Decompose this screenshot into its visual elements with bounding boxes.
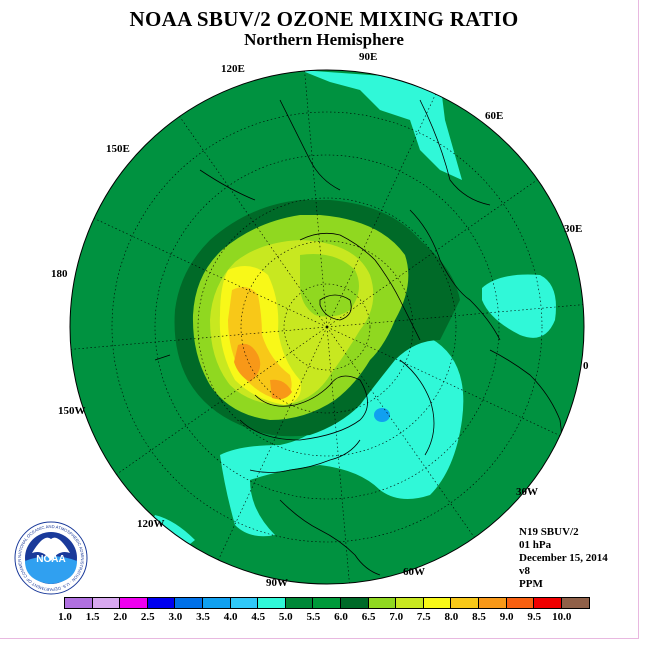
colorbar-swatch — [147, 598, 176, 608]
meta-date: December 15, 2014 — [519, 552, 608, 564]
noaa-logo: NOAA NATIONAL OCEANIC AND ATMOSPHERIC AD… — [14, 521, 88, 595]
map-subtitle: Northern Hemisphere — [244, 30, 404, 49]
lon-label-120e: 120E — [221, 63, 245, 75]
colorbar-swatch — [451, 598, 479, 608]
colorbar-swatch — [258, 598, 286, 608]
colorbar-tick-label: 3.5 — [196, 611, 210, 623]
colorbar-tick-label: 2.5 — [140, 611, 155, 623]
meridian-line — [304, 70, 328, 328]
meridian-line — [70, 326, 328, 350]
map-disc — [70, 70, 584, 584]
meta-version: v8 — [519, 565, 530, 577]
orange-zone — [234, 343, 261, 382]
lon-label-0: 0 — [583, 360, 589, 372]
lon-label-30w: 30W — [516, 486, 538, 498]
lon-label-90w: 90W — [266, 577, 288, 589]
lon-label-120w: 120W — [137, 518, 165, 530]
colorbar-tick-label: 5.5 — [306, 611, 321, 623]
meta-satellite: N19 SBUV/2 — [519, 526, 579, 538]
colorbar-tick-label: 6.0 — [334, 611, 348, 623]
latitude-circles — [111, 111, 543, 543]
colorbar-swatch — [340, 598, 369, 608]
lon-label-150w: 150W — [58, 405, 86, 417]
colorbar-swatch — [285, 598, 314, 608]
colorbar-tick-label: 8.5 — [472, 611, 486, 623]
colorbar-swatch — [478, 598, 507, 608]
page-frame — [0, 0, 639, 639]
colorbar-tick-label: 1.0 — [58, 611, 72, 623]
colorbar-swatch — [534, 598, 562, 608]
colorbar-tick-label: 2.0 — [113, 611, 128, 623]
meridian-line — [326, 326, 475, 538]
colorbar-tick-label: 1.5 — [85, 611, 100, 623]
meridian-line — [326, 304, 584, 328]
colorbar-swatch — [230, 598, 259, 608]
meridian-line — [326, 326, 561, 436]
colorbar-swatch — [506, 598, 535, 608]
cyan-region-east — [482, 274, 556, 338]
colorbar-tick-label: 9.5 — [527, 611, 542, 623]
colorbar — [64, 597, 591, 609]
lon-label-90e: 90E — [359, 51, 378, 63]
map-title: NOAA SBUV/2 OZONE MIXING RATIO — [129, 7, 519, 31]
cyan-region-north — [300, 70, 462, 180]
logo-text: NOAA — [36, 554, 65, 565]
orange-zone-2 — [270, 379, 292, 400]
meridian-line — [326, 93, 436, 328]
colorbar-tick-label: 7.5 — [416, 611, 431, 623]
map-metadata: N19 SBUV/2 01 hPa December 15, 2014 v8 P… — [519, 526, 608, 591]
colorbar-tick-label: 5.0 — [278, 611, 293, 623]
green-core — [300, 254, 359, 317]
lon-label-30e: 30E — [564, 223, 583, 235]
meta-units: PPM — [519, 578, 543, 590]
lon-label-60e: 60E — [485, 110, 504, 122]
meridian-line — [93, 218, 328, 328]
colorbar-swatch — [368, 598, 397, 608]
colorbar-swatch — [396, 598, 424, 608]
lon-label-180: 180 — [51, 268, 68, 280]
colorbar-swatch — [423, 598, 452, 608]
meridian-line — [326, 179, 538, 328]
colorbar-swatch — [561, 598, 590, 608]
lon-label-150e: 150E — [106, 143, 130, 155]
lon-label-60w: 60W — [403, 566, 425, 578]
colorbar-tick-label: 8.0 — [444, 611, 459, 623]
meridian-line — [179, 116, 328, 328]
colorbar-swatch — [65, 598, 93, 608]
colorbar-swatch — [202, 598, 231, 608]
colorbar-swatch — [175, 598, 203, 608]
colorbar-tick-label: 7.0 — [389, 611, 404, 623]
meta-level: 01 hPa — [519, 539, 552, 551]
colorbar-tick-label: 9.0 — [499, 611, 514, 623]
colorbar-swatch — [120, 598, 148, 608]
colorbar-swatch — [92, 598, 121, 608]
colorbar-tick-label: 3.0 — [168, 611, 183, 623]
meridian-line — [218, 326, 328, 561]
colorbar-tick-label: 10.0 — [552, 611, 572, 623]
colorbar-tick-label: 4.0 — [223, 611, 238, 623]
meridian-line — [326, 326, 350, 584]
map-boundary — [69, 69, 585, 585]
longitude-lines — [70, 70, 584, 584]
meridian-line — [116, 326, 328, 475]
colorbar-tick-label: 6.5 — [361, 611, 376, 623]
cyan-region-atlantic — [220, 338, 464, 537]
colorbar-tick-label: 4.5 — [251, 611, 266, 623]
colorbar-swatch — [313, 598, 341, 608]
blue-spot — [374, 408, 390, 422]
